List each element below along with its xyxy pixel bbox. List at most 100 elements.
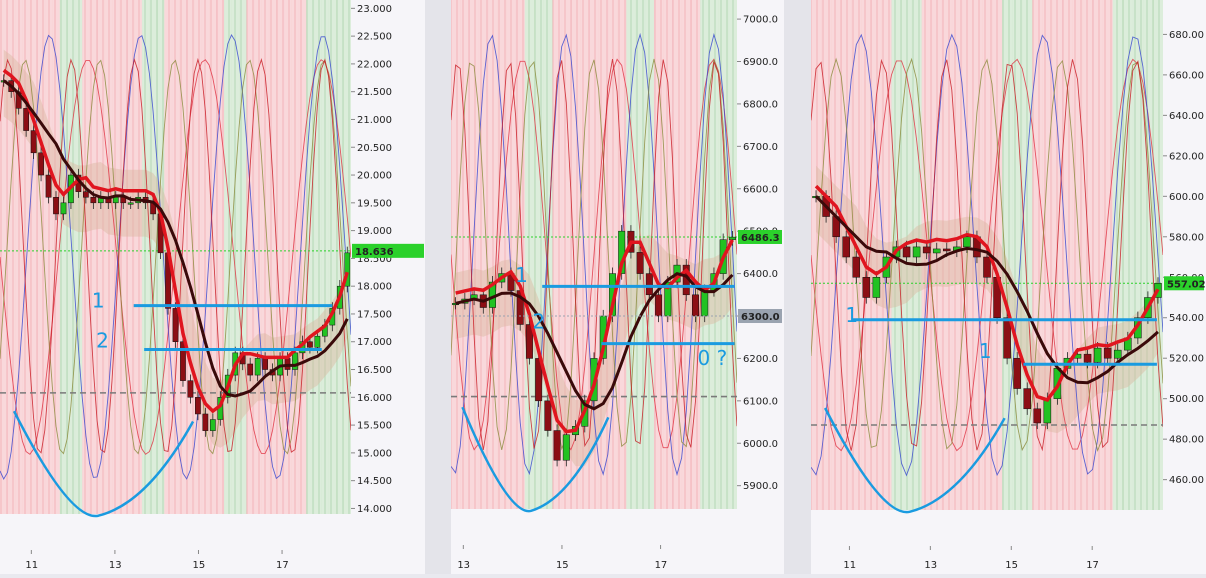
- y-tick-label: 6600.0: [743, 184, 778, 195]
- chart-panel-middle: 12 0 ? 5900.0 6000.0 6100.0 6200.0 6300.0 6400.…: [450, 0, 784, 574]
- pink-zone: [246, 0, 255, 514]
- green-zone: [231, 0, 240, 514]
- y-tick-label: 22.500: [357, 32, 392, 43]
- green-zone: [1002, 0, 1013, 510]
- pink-zone: [552, 0, 563, 509]
- y-tick-label: 16.000: [357, 393, 392, 404]
- pink-zone: [487, 0, 498, 509]
- x-axis-area: [811, 534, 1206, 574]
- pink-zone: [1082, 0, 1094, 510]
- y-tick-label: 6900.0: [743, 57, 778, 68]
- pink-zone: [460, 0, 470, 509]
- panel-separator: [425, 0, 451, 574]
- pink-zone: [52, 0, 61, 514]
- y-tick-label: 7000.0: [743, 15, 778, 26]
- bull-candle: [127, 202, 134, 205]
- y-tick-label: 680.00: [1169, 30, 1204, 41]
- y-tick-label: 14.000: [357, 504, 392, 515]
- y-tick-label: 18.500: [357, 254, 392, 265]
- bear-candle: [195, 397, 201, 415]
- green-zone: [149, 0, 158, 514]
- ma-slow-line: [2, 79, 349, 398]
- y-axis-area: [737, 0, 784, 574]
- bull-candle: [912, 246, 921, 258]
- y-tick-label: 22.000: [357, 59, 392, 70]
- pink-zone: [821, 0, 832, 510]
- bear-candle: [172, 308, 179, 342]
- y-tick-label: 20.000: [357, 171, 392, 182]
- y-tick-label: 6400.0: [743, 269, 778, 280]
- bear-candle: [544, 400, 552, 431]
- annotation-label: 0 ?: [698, 346, 728, 370]
- pink-zone: [298, 0, 307, 514]
- pink-zone: [478, 0, 489, 509]
- bear-candle: [922, 246, 931, 254]
- green-zone: [709, 0, 720, 509]
- pink-zone: [261, 0, 270, 514]
- oscillator-line: [450, 58, 738, 451]
- bull-candle: [872, 277, 881, 298]
- pink-zone: [871, 0, 882, 510]
- y-tick-label: 19.000: [357, 226, 392, 237]
- pink-zone: [253, 0, 262, 514]
- hand-drawn-curve: [12, 410, 195, 518]
- bull-candle: [701, 290, 709, 317]
- y-tick-label: 16.500: [357, 365, 392, 376]
- pink-zone: [186, 0, 195, 514]
- pink-zone: [291, 0, 300, 514]
- x-tick-label: 13: [457, 560, 470, 571]
- bull-candle: [292, 352, 298, 370]
- pink-zone: [663, 0, 673, 509]
- green-zone: [1142, 0, 1154, 510]
- bear-candle: [45, 174, 52, 198]
- green-zone: [328, 0, 337, 514]
- x-tick-label: 13: [924, 560, 937, 571]
- pink-zone: [598, 0, 609, 509]
- pink-zone: [580, 0, 590, 509]
- green-zone: [700, 0, 710, 509]
- bear-candle: [30, 130, 37, 154]
- pink-zone: [209, 0, 218, 514]
- pink-zone: [497, 0, 507, 509]
- pink-zone: [681, 0, 692, 509]
- y-tick-label: 21.000: [357, 115, 392, 126]
- pink-zone: [104, 0, 113, 514]
- gray-price-label: 6300.0: [741, 312, 780, 323]
- pink-zone: [29, 0, 38, 514]
- pink-zone: [179, 0, 188, 514]
- pink-zone: [134, 0, 143, 514]
- green-zone: [1132, 0, 1144, 510]
- y-tick-label: 6100.0: [743, 396, 778, 407]
- oscillator-line: [810, 57, 1164, 452]
- y-tick-label: 540.00: [1169, 313, 1204, 324]
- ma-fast-line: [2, 68, 349, 414]
- green-zone: [67, 0, 76, 514]
- bear-candle: [636, 252, 644, 274]
- pink-zone: [0, 0, 8, 514]
- bull-candle: [209, 419, 216, 431]
- bull-candle: [344, 252, 351, 287]
- pink-zone: [1042, 0, 1053, 510]
- y-tick-label: 600.00: [1169, 192, 1204, 203]
- y-tick-label: 640.00: [1169, 111, 1204, 122]
- oscillator-line: [0, 59, 352, 455]
- pink-zone: [82, 0, 91, 514]
- y-tick-label: 20.500: [357, 143, 392, 154]
- ma-fast-line: [814, 184, 1160, 403]
- bear-candle: [1083, 353, 1092, 363]
- y-tick-label: 21.500: [357, 87, 392, 98]
- annotation-label: 1: [845, 303, 858, 327]
- y-tick-label: 500.00: [1169, 394, 1204, 405]
- x-axis-area: [0, 538, 426, 574]
- pink-zone: [97, 0, 106, 514]
- annotation-label: 1: [92, 288, 105, 312]
- y-tick-label: 17.500: [357, 309, 392, 320]
- pink-zone: [276, 0, 285, 514]
- green-zone: [534, 0, 544, 509]
- pink-zone: [7, 0, 16, 514]
- pink-zone: [112, 0, 120, 514]
- pink-zone: [44, 0, 53, 514]
- bull-candle: [963, 236, 971, 248]
- green-zone: [306, 0, 315, 514]
- bear-candle: [307, 341, 313, 348]
